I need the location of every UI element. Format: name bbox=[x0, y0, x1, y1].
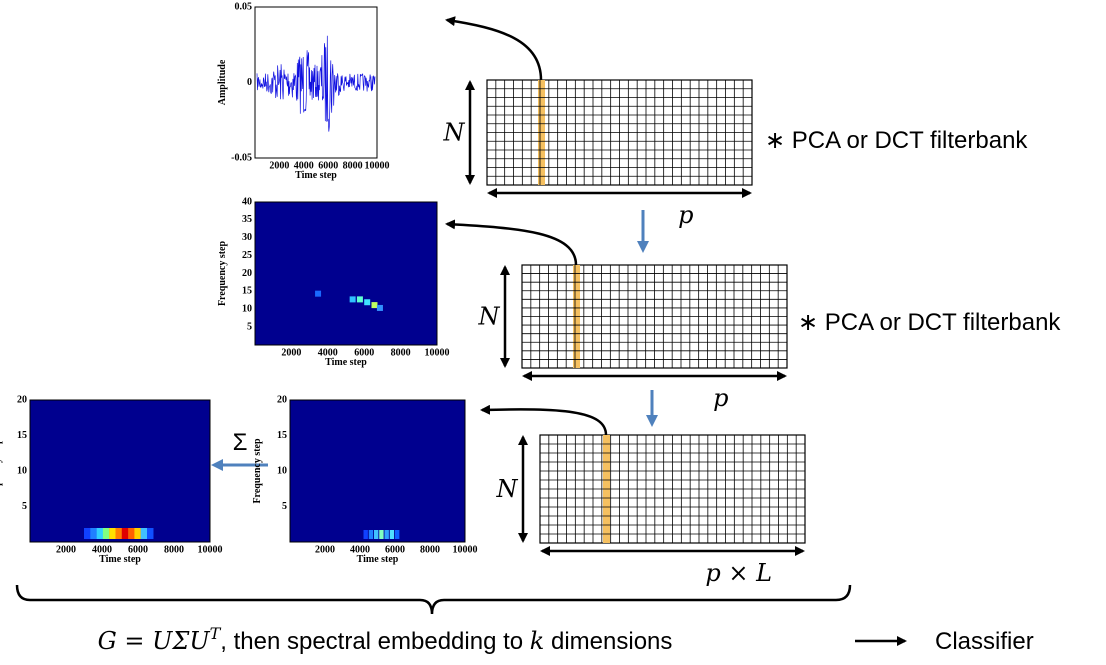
x-tick-label: 8000 bbox=[391, 347, 411, 358]
height-label: N bbox=[478, 303, 501, 331]
x-axis-label: Time step bbox=[295, 170, 337, 181]
x-tick-label: 10000 bbox=[365, 160, 390, 171]
y-tick-label: 5 bbox=[247, 321, 252, 332]
height-label: N bbox=[496, 475, 519, 503]
heat-spot bbox=[128, 528, 135, 539]
formula-mid: , then spectral embedding to bbox=[220, 628, 530, 655]
x-tick-label: 8000 bbox=[164, 544, 184, 555]
y-tick-label: 25 bbox=[242, 250, 252, 261]
plot-area bbox=[29, 399, 211, 543]
link-arrow bbox=[480, 404, 608, 436]
y-axis-label: Frequency step bbox=[217, 241, 228, 307]
y-tick-label: -0.05 bbox=[231, 152, 252, 163]
x-tick-label: 4000 bbox=[318, 347, 338, 358]
heat-spot bbox=[389, 530, 395, 539]
y-tick-label: 10 bbox=[17, 465, 27, 476]
x-tick-label: 10000 bbox=[425, 347, 450, 358]
y-tick-label: 20 bbox=[17, 394, 27, 405]
heat-spot bbox=[384, 530, 389, 539]
x-tick-label: 2000 bbox=[315, 544, 335, 555]
heat-spot bbox=[84, 528, 91, 539]
width-label: p bbox=[678, 201, 693, 229]
formula-var: k bbox=[530, 627, 545, 655]
y-axis-label: Frequency step bbox=[252, 438, 263, 504]
link-arrow bbox=[445, 219, 578, 266]
width-label: p × L bbox=[705, 559, 772, 587]
plot-area bbox=[289, 399, 466, 543]
height-label: N bbox=[443, 119, 466, 147]
sum-label: Σ bbox=[233, 429, 248, 456]
y-tick-label: 0 bbox=[247, 77, 252, 88]
x-axis-label: Time step bbox=[357, 554, 399, 565]
width-label: p bbox=[713, 384, 728, 412]
x-axis-label: Time step bbox=[325, 357, 367, 368]
formula-sup: T bbox=[210, 624, 222, 643]
heat-spot bbox=[368, 530, 374, 539]
heat-spot bbox=[379, 530, 384, 539]
x-tick-label: 4000 bbox=[350, 544, 370, 555]
y-tick-label: 40 bbox=[242, 196, 252, 207]
x-tick-label: 4000 bbox=[92, 544, 112, 555]
brace bbox=[15, 584, 852, 615]
heat-spot bbox=[121, 528, 129, 539]
plot-area bbox=[254, 201, 438, 346]
heat-spot bbox=[356, 296, 363, 303]
heat-spot bbox=[364, 299, 371, 306]
heat-spot bbox=[363, 530, 368, 539]
y-tick-label: 20 bbox=[242, 268, 252, 279]
x-tick-label: 6000 bbox=[318, 160, 338, 171]
x-tick-label: 8000 bbox=[420, 544, 440, 555]
y-tick-label: 35 bbox=[242, 214, 252, 225]
y-tick-label: 5 bbox=[282, 501, 287, 512]
y-tick-label: 15 bbox=[17, 430, 27, 441]
x-tick-label: 10000 bbox=[453, 544, 478, 555]
operation-label: ∗ PCA or DCT filterbank bbox=[798, 309, 1061, 336]
heat-spot bbox=[349, 296, 356, 303]
heat-spot bbox=[134, 528, 141, 539]
link-arrow bbox=[445, 16, 543, 81]
y-tick-label: 15 bbox=[277, 430, 287, 441]
y-axis-label: Amplitude bbox=[217, 59, 228, 105]
x-axis-label: Time step bbox=[99, 554, 141, 565]
heat-spot bbox=[115, 528, 122, 539]
x-tick-label: 4000 bbox=[294, 160, 314, 171]
formula: G = UΣUT, then spectral embedding to k d… bbox=[98, 624, 673, 655]
heat-spot bbox=[374, 530, 379, 539]
x-tick-label: 2000 bbox=[281, 347, 301, 358]
heat-spot bbox=[376, 304, 383, 311]
operation-label: ∗ PCA or DCT filterbank bbox=[765, 127, 1028, 154]
formula-start: G = UΣU bbox=[98, 627, 211, 655]
x-tick-label: 10000 bbox=[198, 544, 223, 555]
heat-spot bbox=[109, 528, 116, 539]
y-tick-label: 10 bbox=[242, 304, 252, 315]
y-tick-label: 5 bbox=[22, 501, 27, 512]
heat-spot bbox=[90, 528, 97, 539]
y-tick-label: 20 bbox=[277, 394, 287, 405]
heat-spot bbox=[102, 528, 110, 539]
heat-spot bbox=[140, 528, 148, 539]
classifier-label: Classifier bbox=[935, 628, 1034, 655]
heat-spot bbox=[147, 528, 154, 539]
heat-spot bbox=[315, 290, 322, 297]
y-axis-label: Frequency step bbox=[0, 438, 3, 504]
y-tick-label: 10 bbox=[277, 465, 287, 476]
heat-spot bbox=[395, 530, 400, 539]
x-tick-label: 6000 bbox=[385, 544, 405, 555]
heat-spot bbox=[371, 302, 378, 309]
y-tick-label: 15 bbox=[242, 286, 252, 297]
x-tick-label: 2000 bbox=[56, 544, 76, 555]
x-tick-label: 2000 bbox=[269, 160, 289, 171]
x-tick-label: 6000 bbox=[128, 544, 148, 555]
y-tick-label: 0.05 bbox=[235, 1, 253, 12]
heat-spot bbox=[96, 528, 104, 539]
waveform bbox=[256, 35, 376, 132]
formula-end: dimensions bbox=[544, 628, 672, 655]
y-tick-label: 30 bbox=[242, 232, 252, 243]
x-tick-label: 8000 bbox=[343, 160, 363, 171]
x-tick-label: 6000 bbox=[354, 347, 374, 358]
